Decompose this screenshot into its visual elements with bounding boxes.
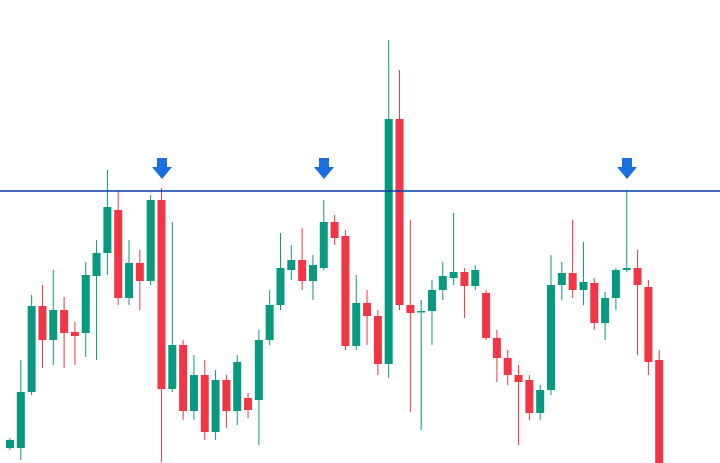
candle-body: [60, 310, 69, 333]
candle-body: [341, 236, 350, 346]
candle-body: [568, 273, 577, 290]
candle-body: [601, 298, 610, 323]
candle-body: [319, 222, 328, 268]
candle-body: [449, 272, 458, 278]
candle-body: [168, 345, 177, 389]
arrows: [152, 158, 637, 179]
candle-body: [373, 316, 382, 364]
candle-body: [406, 305, 415, 313]
candle-body: [525, 380, 534, 413]
candle-body: [38, 306, 47, 340]
candle-body: [503, 358, 512, 375]
candle-body: [395, 119, 404, 305]
candle-body: [298, 260, 307, 281]
candle-body: [81, 275, 90, 333]
candle-body: [557, 273, 566, 285]
candle-body: [492, 338, 501, 358]
candle-body: [633, 268, 642, 285]
arrow: [617, 158, 637, 179]
candle-body: [233, 362, 242, 411]
candle-body: [276, 268, 285, 305]
candle-body: [384, 119, 393, 364]
candle-body: [287, 260, 296, 270]
candle-body: [590, 283, 599, 323]
candle-body: [70, 332, 79, 336]
candle-body: [482, 293, 491, 338]
candle-body: [622, 268, 631, 270]
candle-body: [189, 375, 198, 411]
candle-body: [417, 311, 426, 313]
candle-body: [114, 210, 123, 298]
candle-body: [547, 285, 555, 390]
arrow: [152, 158, 172, 179]
candle-body: [157, 200, 166, 389]
candle-body: [146, 200, 155, 281]
candle-body: [244, 398, 253, 410]
candle-body: [579, 282, 588, 290]
candle-body: [200, 375, 209, 432]
candle-body: [611, 270, 620, 298]
candle-body: [352, 303, 361, 346]
candle-body: [265, 305, 274, 340]
candle-body: [330, 222, 339, 238]
candle-body: [49, 310, 58, 340]
candle-body: [135, 263, 144, 281]
candle-body: [6, 440, 14, 448]
candle-body: [179, 345, 188, 411]
candle-body: [514, 375, 523, 382]
candle-body: [254, 340, 263, 400]
candle-body: [536, 390, 545, 413]
candle-body: [16, 392, 25, 448]
candle-body: [103, 207, 112, 253]
candle-body: [460, 272, 469, 286]
candle-body: [92, 253, 101, 276]
candle-body: [222, 380, 231, 411]
candle-body: [363, 303, 372, 316]
arrow: [314, 158, 334, 179]
candle-body: [427, 290, 436, 311]
candle-body: [655, 360, 664, 463]
candles: [6, 40, 664, 463]
candle-body: [211, 380, 220, 432]
candle-body: [644, 287, 653, 362]
candle-body: [438, 276, 447, 290]
candle-body: [308, 265, 317, 281]
candle-body: [125, 263, 134, 298]
candle-body: [27, 306, 36, 392]
candle-body: [471, 270, 480, 286]
